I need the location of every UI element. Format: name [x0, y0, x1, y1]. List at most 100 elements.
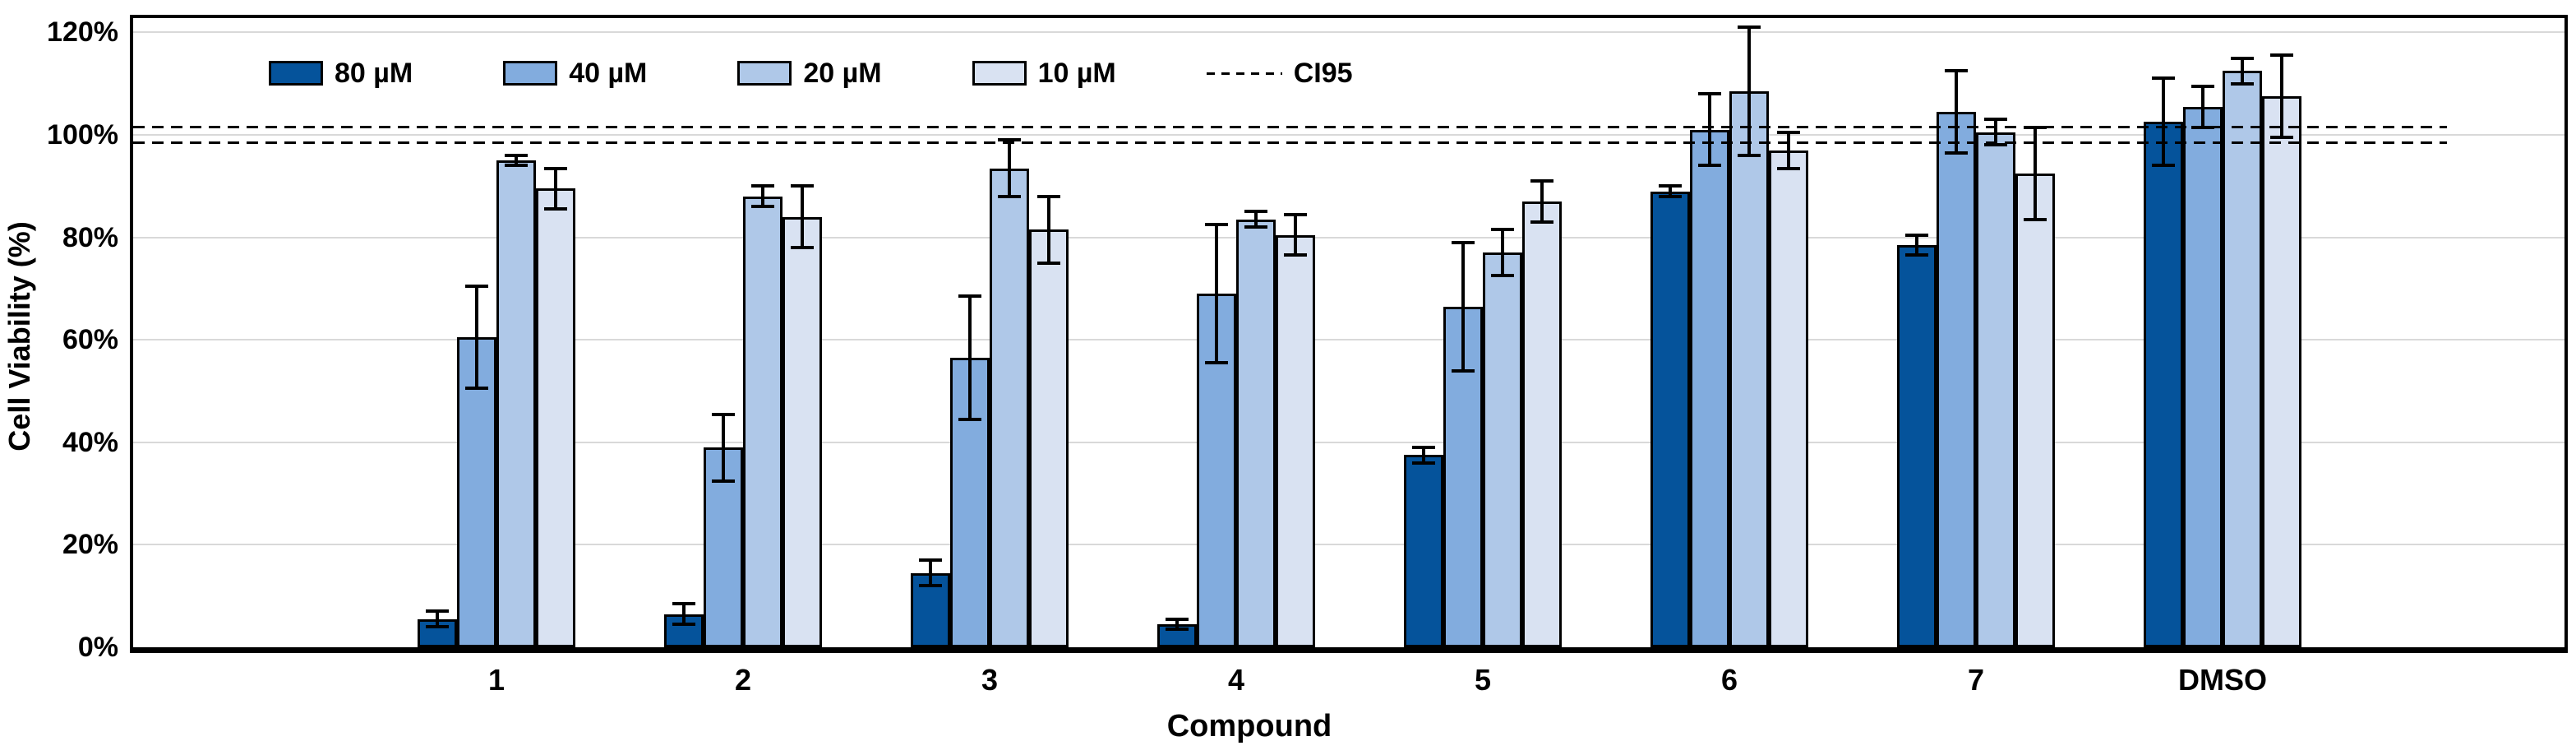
error-bar-cap	[1905, 253, 1928, 257]
error-bar-cap	[1984, 143, 2007, 147]
y-tick-label-120%: 120%	[47, 16, 118, 49]
legend-item-20µM: 20 µM	[737, 59, 882, 87]
error-bar	[475, 285, 478, 389]
error-bar-cap	[1738, 25, 1761, 30]
error-bar	[1540, 181, 1544, 222]
x-category-label-3: 3	[981, 663, 999, 697]
bar-4-20µM	[1236, 219, 1276, 647]
error-bar-cap	[1205, 361, 1228, 365]
bar-4-10µM	[1276, 234, 1315, 647]
error-bar-cap	[1412, 461, 1435, 465]
error-bar-cap	[2191, 84, 2214, 88]
error-bar-cap	[1244, 210, 1267, 214]
bar-2-10µM	[782, 216, 822, 647]
error-bar	[1175, 618, 1179, 630]
y-tick-label-0%: 0%	[77, 632, 118, 663]
error-bar-cap	[426, 609, 449, 614]
bar-group-1	[418, 18, 575, 647]
error-bar-cap	[672, 602, 695, 606]
error-bar-cap	[544, 207, 567, 211]
error-bar-cap	[1244, 225, 1267, 229]
error-bar-cap	[2231, 81, 2254, 86]
x-category-label-5: 5	[1474, 663, 1492, 697]
legend-swatch	[972, 61, 1027, 86]
error-bar-cap	[465, 284, 488, 288]
bar-group-4	[1157, 18, 1315, 647]
bar-DMSO-80µM	[2144, 122, 2183, 647]
bar-group-6	[1650, 18, 1808, 647]
error-bar-cap	[426, 625, 449, 629]
error-bar-cap	[919, 558, 942, 563]
gridline	[133, 31, 2564, 34]
error-bar	[761, 186, 764, 207]
error-bar-cap	[1284, 212, 1307, 216]
ci95-dash-icon	[1206, 72, 1282, 75]
error-bar	[1915, 234, 1918, 256]
error-bar-cap	[958, 294, 981, 299]
error-bar	[1008, 140, 1011, 197]
error-bar-cap	[1777, 130, 1800, 134]
error-bar	[2280, 55, 2283, 138]
bar-7-40µM	[1937, 111, 1976, 647]
bar-6-80µM	[1650, 191, 1690, 647]
x-category-label-4: 4	[1227, 663, 1245, 697]
error-bar-cap	[712, 412, 735, 416]
error-bar	[1787, 132, 1790, 169]
ci95-line-upper	[133, 126, 2447, 129]
error-bar	[2162, 78, 2165, 166]
bar-5-20µM	[1483, 252, 1522, 647]
bar-group-5	[1404, 18, 1562, 647]
error-bar-cap	[791, 246, 814, 250]
error-bar	[1994, 119, 1997, 146]
legend-item-40µM: 40 µM	[503, 59, 647, 87]
error-bar-cap	[998, 138, 1021, 142]
bar-DMSO-40µM	[2183, 106, 2223, 647]
bar-3-10µM	[1029, 229, 1069, 647]
error-bar-cap	[465, 387, 488, 391]
error-bar	[1669, 186, 1672, 197]
error-bar	[1501, 229, 1504, 276]
error-bar-cap	[2152, 164, 2175, 168]
error-bar-cap	[505, 164, 528, 168]
error-bar	[2034, 127, 2037, 220]
bar-group-2	[664, 18, 822, 647]
error-bar-cap	[1452, 240, 1475, 244]
error-bar-cap	[998, 194, 1021, 198]
x-category-label-DMSO: DMSO	[2178, 663, 2267, 697]
error-bar	[1047, 196, 1050, 263]
error-bar-cap	[672, 622, 695, 626]
error-bar	[1461, 242, 1465, 371]
error-bar-cap	[1284, 253, 1307, 257]
gridline	[133, 441, 2564, 443]
error-bar-cap	[712, 479, 735, 483]
error-bar-cap	[1452, 368, 1475, 373]
error-bar	[722, 414, 725, 481]
error-bar-cap	[1491, 228, 1514, 232]
error-bar-cap	[791, 184, 814, 188]
error-bar-cap	[1412, 446, 1435, 450]
error-bar-cap	[1984, 118, 2007, 122]
legend-swatch	[503, 61, 558, 86]
legend-label: CI95	[1293, 58, 1353, 89]
error-bar	[1215, 225, 1218, 364]
error-bar-cap	[1905, 233, 1928, 237]
error-bar-cap	[2024, 217, 2047, 221]
bar-5-10µM	[1522, 201, 1562, 647]
error-bar	[436, 611, 439, 628]
legend-label: 40 µM	[569, 58, 648, 89]
error-bar-cap	[2270, 136, 2293, 140]
bar-6-20µM	[1729, 91, 1769, 647]
legend-swatch	[269, 61, 323, 86]
bar-group-3	[911, 18, 1069, 647]
bar-6-10µM	[1769, 150, 1808, 647]
error-bar-cap	[544, 166, 567, 170]
error-bar-cap	[1530, 179, 1553, 183]
x-category-label-7: 7	[1967, 663, 1985, 697]
gridline	[133, 236, 2564, 239]
error-bar-cap	[1698, 164, 1721, 168]
error-bar	[801, 186, 804, 248]
legend-label: 80 µM	[335, 58, 413, 89]
bar-7-20µM	[1976, 132, 2015, 647]
legend-item-CI95: CI95	[1206, 58, 1353, 89]
ci95-line-lower	[133, 141, 2447, 144]
